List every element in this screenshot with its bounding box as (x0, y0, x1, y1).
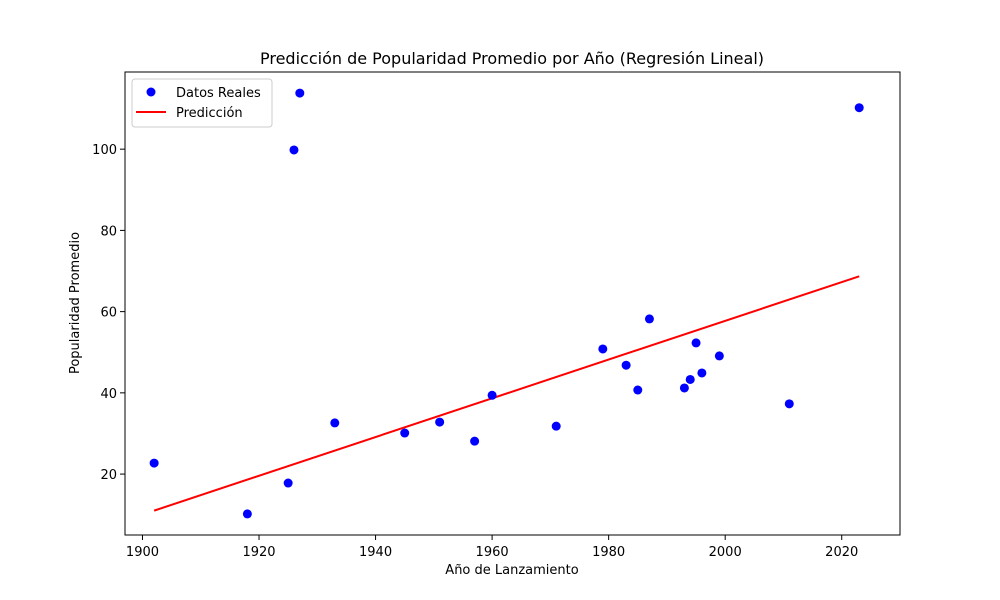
y-axis-label: Popularidad Promedio (68, 232, 83, 374)
data-point (330, 418, 340, 428)
y-tick-label: 60 (100, 306, 117, 321)
x-tick-label: 1940 (359, 545, 392, 560)
y-tick-label: 80 (100, 224, 117, 239)
data-point (149, 458, 159, 468)
x-axis-label: Año de Lanzamiento (445, 563, 578, 578)
data-point (551, 421, 561, 431)
plot-area (149, 88, 864, 519)
legend: Datos Reales Predicción (131, 78, 273, 128)
data-point (621, 360, 631, 370)
plot-frame (124, 71, 901, 536)
y-tick-label: 20 (100, 468, 117, 483)
data-point (854, 103, 864, 113)
x-tick-label: 1920 (242, 545, 275, 560)
x-tick-label: 1960 (476, 545, 509, 560)
data-point (685, 374, 695, 384)
data-point (598, 344, 608, 354)
data-point (644, 314, 654, 324)
data-point (487, 390, 497, 400)
legend-label: Datos Reales (176, 86, 261, 101)
prediction-line (153, 275, 860, 512)
legend-label: Predicción (176, 106, 243, 121)
y-tick-label: 100 (92, 143, 117, 158)
data-point (242, 509, 252, 519)
chart-title: Predicción de Popularidad Promedio por A… (260, 49, 764, 68)
data-point (633, 385, 643, 395)
data-point (400, 428, 410, 438)
data-point (714, 351, 724, 361)
data-point (435, 417, 445, 427)
data-point (295, 88, 305, 98)
data-point (697, 368, 707, 378)
x-tick-label: 1900 (126, 545, 159, 560)
data-point (691, 338, 701, 348)
data-point (679, 383, 689, 393)
legend-box (131, 78, 273, 128)
x-tick-label: 2020 (825, 545, 858, 560)
y-tick-label: 40 (100, 387, 117, 402)
x-tick-label: 1980 (592, 545, 625, 560)
data-point (283, 478, 293, 488)
legend-marker-scatter (146, 87, 156, 97)
data-point (784, 399, 794, 409)
data-point (470, 436, 480, 446)
data-point (289, 145, 299, 155)
x-tick-label: 2000 (709, 545, 742, 560)
